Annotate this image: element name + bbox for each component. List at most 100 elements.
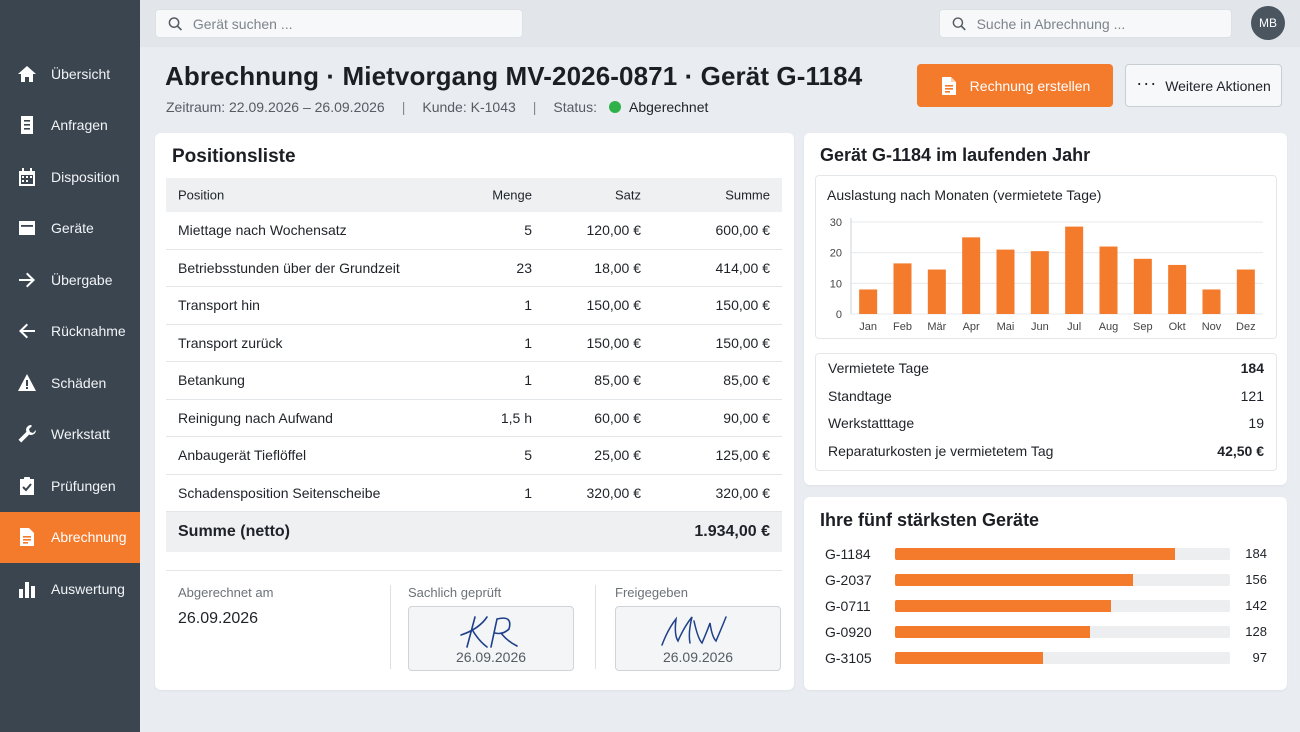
chart-bar-jun[interactable] bbox=[1030, 251, 1049, 314]
table-row[interactable]: Anbaugerät Tieflöffel 5 25,00 € 125,00 € bbox=[166, 437, 782, 475]
warning-icon bbox=[16, 372, 38, 394]
table-row[interactable]: Betriebsstunden über der Grundzeit 23 18,0… bbox=[166, 250, 782, 287]
arrow-right-icon bbox=[16, 269, 38, 291]
sidebar-item-label: Schäden bbox=[51, 374, 107, 391]
invoice-icon bbox=[941, 76, 956, 95]
page-title: Abrechnung · Mietvorgang MV-2026-0871 · … bbox=[165, 61, 863, 91]
cell-menge: 1 bbox=[524, 334, 532, 351]
table-row[interactable]: Miettage nach Wochensatz 5 120,00 € 600,00 … bbox=[166, 212, 782, 250]
chart-x-tick-label: Sep bbox=[1133, 321, 1153, 333]
sidebar-item-übergabe[interactable]: Übergabe bbox=[0, 254, 140, 306]
sidebar-item-werkstatt[interactable]: Werkstatt bbox=[0, 409, 140, 461]
sidebar-item-schäden[interactable]: Schäden bbox=[0, 357, 140, 409]
top-device-row[interactable]: G-3105 97 bbox=[804, 648, 1287, 668]
kpi-value: 19 bbox=[1248, 415, 1264, 432]
sidebar-item-label: Geräte bbox=[51, 220, 94, 237]
meta-separator: | bbox=[401, 99, 406, 115]
sidebar-item-auswertung[interactable]: Auswertung bbox=[0, 563, 140, 615]
cell-menge: 1 bbox=[524, 297, 532, 314]
cell-position: Miettage nach Wochensatz bbox=[178, 222, 347, 239]
chart-x-tick-label: Jan bbox=[859, 321, 877, 333]
sidebar-item-disposition[interactable]: Disposition bbox=[0, 151, 140, 203]
cell-satz: 85,00 € bbox=[594, 372, 641, 389]
sidebar-item-rücknahme[interactable]: Rücknahme bbox=[0, 306, 140, 358]
chart-bar-nov[interactable] bbox=[1202, 289, 1221, 314]
chart-x-tick-label: Dez bbox=[1236, 321, 1256, 333]
table-total-row: Summe (netto) 1.934,00 € bbox=[166, 512, 782, 552]
cell-menge: 1 bbox=[524, 372, 532, 389]
more-dots-icon: ··· bbox=[1136, 72, 1158, 93]
utilization-chart: Auslastung nach Monaten (vermietete Tage… bbox=[815, 175, 1277, 339]
table-row[interactable]: Betankung 1 85,00 € 85,00 € bbox=[166, 362, 782, 400]
top-device-label: G-1184 bbox=[825, 546, 871, 562]
sidebar-item-label: Rücknahme bbox=[51, 323, 126, 340]
chart-bar-jan[interactable] bbox=[859, 289, 878, 314]
approved-date: 26.09.2026 bbox=[662, 649, 734, 665]
top-device-bar bbox=[895, 652, 1043, 664]
more-actions-button[interactable]: ··· Weitere Aktionen bbox=[1125, 64, 1282, 107]
chart-bar-sep[interactable] bbox=[1133, 258, 1152, 314]
checked-date: 26.09.2026 bbox=[455, 649, 527, 665]
billing-search[interactable] bbox=[939, 9, 1232, 38]
device-year-card: Gerät G-1184 im laufenden Jahr Auslastun… bbox=[804, 133, 1287, 485]
divider bbox=[390, 585, 391, 669]
sidebar-item-prüfungen[interactable]: Prüfungen bbox=[0, 460, 140, 512]
calendar-icon bbox=[16, 166, 38, 188]
chart-bar-mär[interactable] bbox=[927, 269, 946, 314]
chart-bar-mai[interactable] bbox=[996, 249, 1015, 314]
cell-summe: 320,00 € bbox=[715, 484, 771, 501]
top-device-row[interactable]: G-0711 142 bbox=[804, 596, 1287, 616]
chart-bar-okt[interactable] bbox=[1168, 264, 1187, 314]
cell-menge: 23 bbox=[516, 259, 532, 276]
cell-position: Transport zurück bbox=[178, 334, 283, 351]
positions-table: Position Menge Satz Summe Miettage nach … bbox=[166, 178, 782, 552]
device-search[interactable] bbox=[155, 9, 523, 38]
table-row[interactable]: Reinigung nach Aufwand 1,5 h 60,00 € 90,00 … bbox=[166, 400, 782, 437]
table-row[interactable]: Schadensposition Seitenscheibe 1 320,00 € 3… bbox=[166, 475, 782, 512]
sidebar-item-übersicht[interactable]: Übersicht bbox=[0, 48, 140, 100]
device-search-input[interactable] bbox=[192, 15, 522, 32]
chart-bar-aug[interactable] bbox=[1099, 246, 1118, 314]
top-device-label: G-3105 bbox=[825, 650, 872, 666]
top5-title: Ihre fünf stärksten Geräte bbox=[820, 510, 1040, 530]
chart-bar-jul[interactable] bbox=[1065, 226, 1084, 314]
cell-summe: 150,00 € bbox=[715, 297, 771, 314]
kpi-row: Standtage 121 bbox=[816, 382, 1276, 410]
utilization-chart-svg: 0 10 20 30 Jan Feb Mär Apr Mai Jun Jul Aug Sep Okt Nov… bbox=[830, 217, 1263, 333]
avatar[interactable]: MB bbox=[1251, 6, 1285, 40]
kpi-label: Vermietete Tage bbox=[828, 359, 929, 376]
cell-satz: 320,00 € bbox=[586, 484, 642, 501]
col-header-position: Position bbox=[178, 187, 225, 203]
positions-title: Positionsliste bbox=[172, 146, 296, 167]
top-device-row[interactable]: G-2037 156 bbox=[804, 570, 1287, 590]
billed-label: Abgerechnet am bbox=[178, 585, 274, 600]
box-icon bbox=[16, 217, 38, 239]
chart-bar-dez[interactable] bbox=[1236, 269, 1255, 314]
wrench-icon bbox=[16, 423, 38, 445]
table-row[interactable]: Transport hin 1 150,00 € 150,00 € bbox=[166, 287, 782, 325]
chart-bar-apr[interactable] bbox=[962, 237, 981, 314]
sidebar-item-geräte[interactable]: Geräte bbox=[0, 203, 140, 255]
top-device-value: 184 bbox=[1245, 546, 1267, 561]
kpi-row: Reparaturkosten je vermietetem Tag 42,50 … bbox=[816, 437, 1276, 465]
table-row[interactable]: Transport zurück 1 150,00 € 150,00 € bbox=[166, 325, 782, 362]
topbar: MB bbox=[140, 0, 1300, 47]
total-label: Summe (netto) bbox=[178, 523, 290, 540]
cell-position: Anbaugerät Tieflöffel bbox=[178, 447, 307, 464]
signature-kr bbox=[460, 616, 518, 648]
sidebar-item-label: Abrechnung bbox=[51, 529, 127, 546]
status-dot-icon bbox=[609, 101, 621, 113]
sidebar-item-abrechnung[interactable]: Abrechnung bbox=[0, 511, 140, 563]
top-device-value: 156 bbox=[1245, 572, 1267, 587]
create-invoice-button[interactable]: Rechnung erstellen bbox=[917, 64, 1113, 107]
sidebar-item-anfragen[interactable]: Anfragen bbox=[0, 100, 140, 152]
clipboard-check-icon bbox=[16, 475, 38, 497]
cell-menge: 1,5 h bbox=[500, 409, 532, 426]
approved-label: Freigegeben bbox=[615, 585, 688, 600]
chart-bar-feb[interactable] bbox=[893, 263, 912, 314]
chart-x-tick-label: Apr bbox=[963, 321, 980, 333]
cell-satz: 60,00 € bbox=[594, 409, 641, 426]
billing-search-input[interactable] bbox=[976, 15, 1231, 32]
top-device-row[interactable]: G-1184 184 bbox=[804, 544, 1287, 564]
top-device-row[interactable]: G-0920 128 bbox=[804, 622, 1287, 642]
